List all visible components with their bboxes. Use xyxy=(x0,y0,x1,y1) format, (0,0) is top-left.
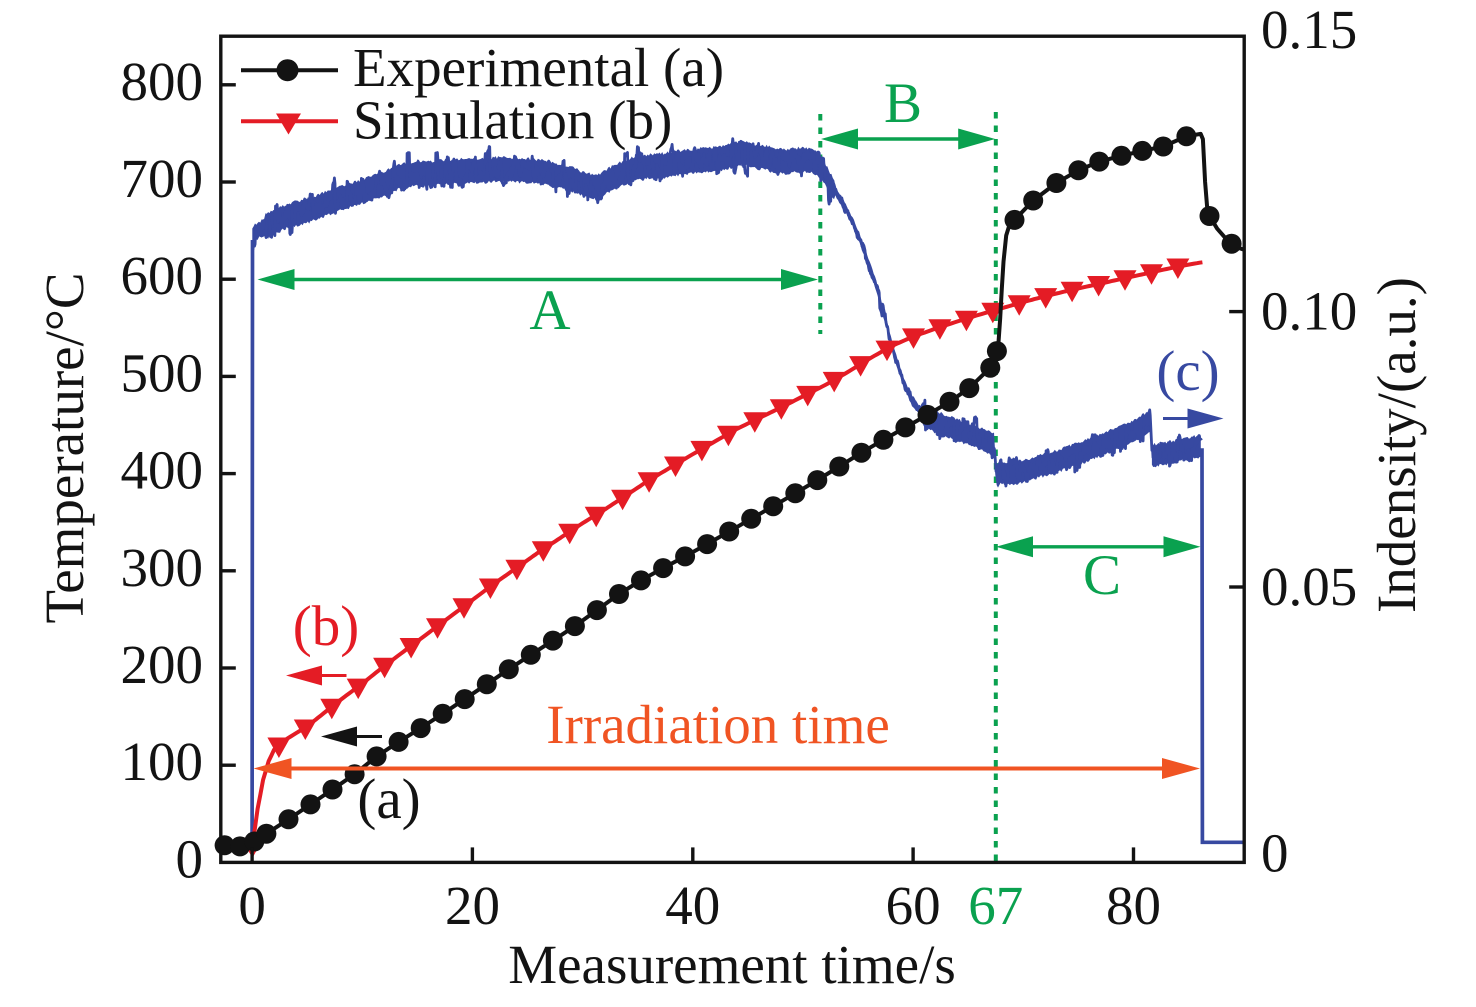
svg-text:800: 800 xyxy=(121,51,204,112)
svg-text:Measurement time/s: Measurement time/s xyxy=(508,934,956,995)
svg-text:400: 400 xyxy=(121,440,204,501)
svg-text:C: C xyxy=(1083,544,1121,607)
svg-text:600: 600 xyxy=(121,245,204,306)
svg-text:Temperature/°C: Temperature/°C xyxy=(34,272,95,623)
svg-text:Indensity/(a.u.): Indensity/(a.u.) xyxy=(1366,277,1427,613)
svg-text:0.15: 0.15 xyxy=(1261,0,1357,60)
svg-text:(a): (a) xyxy=(357,768,420,831)
svg-text:0.10: 0.10 xyxy=(1261,281,1357,342)
svg-text:0: 0 xyxy=(176,828,204,889)
svg-text:20: 20 xyxy=(445,875,500,936)
svg-text:(b): (b) xyxy=(293,595,359,658)
svg-text:300: 300 xyxy=(121,537,204,598)
svg-text:80: 80 xyxy=(1106,875,1161,936)
svg-text:Experimental (a): Experimental (a) xyxy=(353,37,724,98)
svg-text:0: 0 xyxy=(238,875,266,936)
svg-text:B: B xyxy=(884,72,922,135)
svg-text:Simulation (b): Simulation (b) xyxy=(353,90,672,151)
svg-text:(c): (c) xyxy=(1156,340,1219,403)
svg-text:Irradiation time: Irradiation time xyxy=(546,694,890,755)
svg-text:500: 500 xyxy=(121,342,204,403)
svg-text:A: A xyxy=(529,279,570,342)
svg-text:60: 60 xyxy=(886,875,941,936)
svg-text:700: 700 xyxy=(121,148,204,209)
svg-text:40: 40 xyxy=(665,875,720,936)
svg-text:0: 0 xyxy=(1261,822,1289,883)
svg-text:200: 200 xyxy=(121,634,204,695)
svg-text:0.05: 0.05 xyxy=(1261,556,1357,617)
svg-text:67: 67 xyxy=(968,875,1023,936)
svg-text:100: 100 xyxy=(121,731,204,792)
